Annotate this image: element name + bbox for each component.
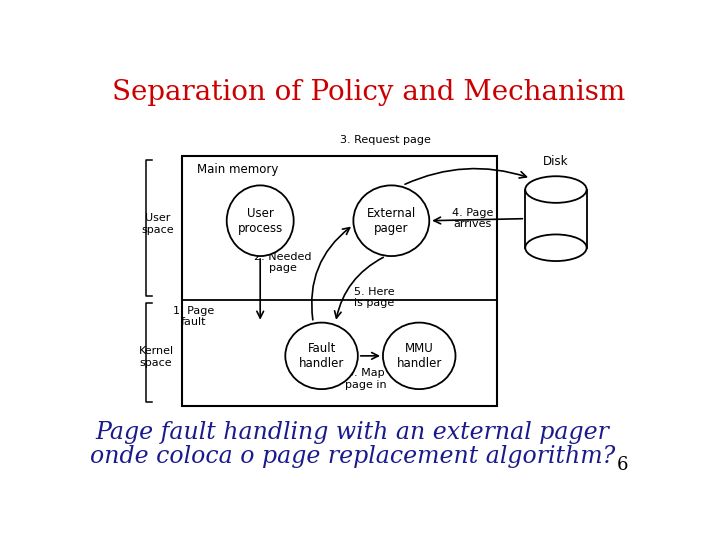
Text: Separation of Policy and Mechanism: Separation of Policy and Mechanism (112, 79, 626, 106)
Ellipse shape (227, 185, 294, 256)
Text: User
process: User process (238, 207, 283, 235)
Text: Fault
handler: Fault handler (299, 342, 344, 370)
Text: Disk: Disk (543, 155, 569, 168)
Text: User
space: User space (141, 213, 174, 235)
Text: Page fault handling with an external pager: Page fault handling with an external pag… (95, 421, 609, 444)
Ellipse shape (526, 176, 587, 203)
Text: 6: 6 (617, 456, 629, 474)
Text: onde coloca o page replacement algorithm?: onde coloca o page replacement algorithm… (89, 445, 615, 468)
Text: Kernel
space: Kernel space (138, 346, 174, 368)
Text: 6. Map
page in: 6. Map page in (346, 368, 387, 389)
Ellipse shape (354, 185, 429, 256)
Text: 2. Needed
page: 2. Needed page (253, 252, 311, 273)
Ellipse shape (383, 322, 456, 389)
Polygon shape (526, 190, 587, 248)
Bar (182, 156, 498, 406)
Text: 4. Page
arrives: 4. Page arrives (451, 208, 493, 230)
Text: 5. Here
is page: 5. Here is page (354, 287, 395, 308)
Text: 1. Page
fault: 1. Page fault (173, 306, 214, 327)
Text: MMU
handler: MMU handler (397, 342, 442, 370)
Ellipse shape (285, 322, 358, 389)
Ellipse shape (526, 234, 587, 261)
Text: 3. Request page: 3. Request page (341, 134, 431, 145)
Text: External
pager: External pager (366, 207, 416, 235)
Text: Main memory: Main memory (197, 163, 279, 176)
